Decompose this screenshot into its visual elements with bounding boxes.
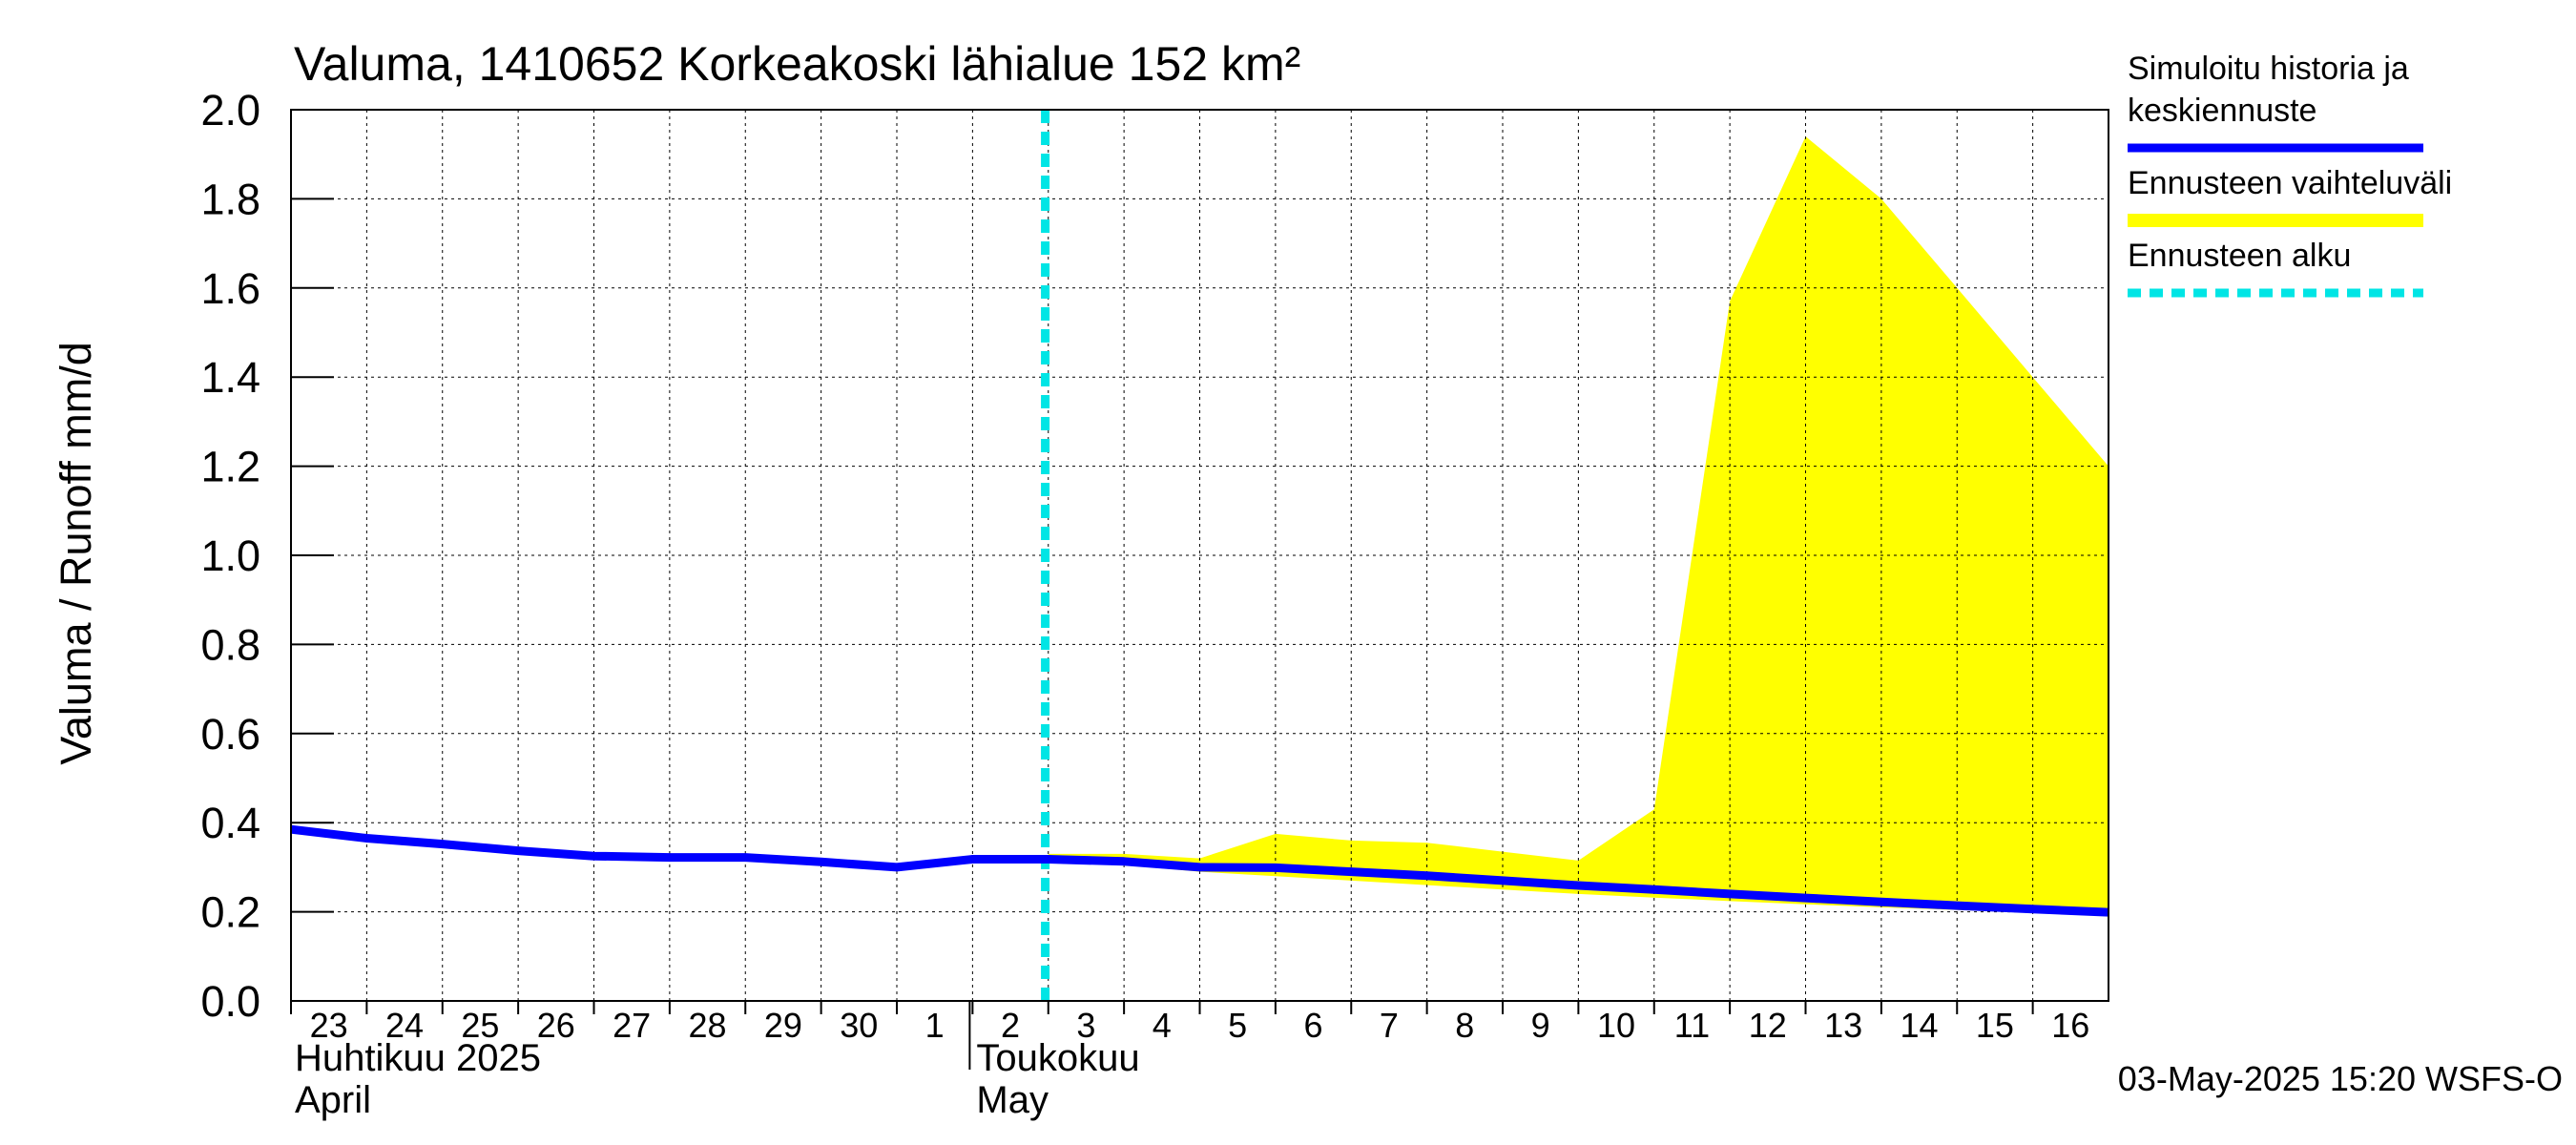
y-tick-label: 0.2 <box>200 888 260 937</box>
x-tick-label: 11 <box>1674 1006 1710 1045</box>
x-tick-label: 29 <box>764 1006 802 1045</box>
month-label: Toukokuu <box>976 1037 1139 1079</box>
y-tick-label: 2.0 <box>200 86 260 135</box>
x-tick-label: 10 <box>1597 1006 1635 1045</box>
x-tick-label: 8 <box>1455 1006 1474 1045</box>
series-layer <box>290 110 2109 1001</box>
footer-timestamp: 03-May-2025 15:20 WSFS-O <box>2118 1059 2563 1098</box>
x-tick-label: 13 <box>1824 1006 1862 1045</box>
x-tick-label: 15 <box>1976 1006 2014 1045</box>
legend-label: Ennusteen vaihteluväli <box>2128 165 2452 201</box>
forecast-range-layer <box>1048 136 2109 915</box>
x-tick-label: 1 <box>925 1006 945 1045</box>
legend-label: Ennusteen alku <box>2128 238 2351 274</box>
legend: Simuloitu historia ja keskiennuste Ennuste… <box>2128 51 2452 298</box>
x-tick-label: 9 <box>1531 1006 1550 1045</box>
y-tick-label: 1.0 <box>200 531 260 580</box>
x-tick-label: 3 <box>1076 1006 1095 1045</box>
x-tick-label: 25 <box>461 1006 499 1045</box>
legend-label: keskiennuste <box>2128 93 2316 129</box>
x-tick-label: 5 <box>1228 1006 1247 1045</box>
x-tick-label: 24 <box>385 1006 424 1045</box>
month-label-english: April <box>295 1079 371 1121</box>
y-tick-label: 1.2 <box>200 443 260 491</box>
y-axis-label: Valuma / Runoff mm/d <box>52 342 100 765</box>
axis-layer: 0.00.20.40.60.81.01.21.41.61.82.023 24 25 2… <box>200 86 2109 1121</box>
y-tick-label: 1.4 <box>200 353 260 402</box>
x-tick-label: 26 <box>537 1006 575 1045</box>
x-tick-label: 7 <box>1380 1006 1399 1045</box>
y-tick-label: 0.6 <box>200 710 260 759</box>
x-tick-label: 6 <box>1304 1006 1323 1045</box>
month-label: Huhtikuu 2025 <box>295 1037 541 1079</box>
x-tick-label: 27 <box>613 1006 651 1045</box>
x-tick-label: 16 <box>2051 1006 2089 1045</box>
y-tick-label: 0.8 <box>200 620 260 669</box>
y-tick-label: 0.4 <box>200 799 260 847</box>
legend-label: Simuloitu historia ja <box>2128 51 2409 87</box>
x-tick-label: 28 <box>689 1006 727 1045</box>
x-tick-label: 2 <box>1001 1006 1020 1045</box>
y-tick-label: 1.6 <box>200 264 260 313</box>
x-tick-label: 4 <box>1153 1006 1172 1045</box>
x-tick-label: 23 <box>310 1006 348 1045</box>
y-tick-label: 0.0 <box>200 977 260 1026</box>
grid-layer <box>291 110 2109 1001</box>
chart-title: Valuma, 1410652 Korkeakoski lähialue 152… <box>294 37 1300 91</box>
forecast-range-band <box>1048 136 2109 915</box>
x-tick-label: 30 <box>840 1006 878 1045</box>
y-tick-label: 1.8 <box>200 175 260 223</box>
month-label-english: May <box>976 1079 1049 1121</box>
series-line-simulated <box>290 824 2109 917</box>
x-tick-label: 14 <box>1901 1006 1939 1045</box>
x-tick-label: 12 <box>1749 1006 1787 1045</box>
